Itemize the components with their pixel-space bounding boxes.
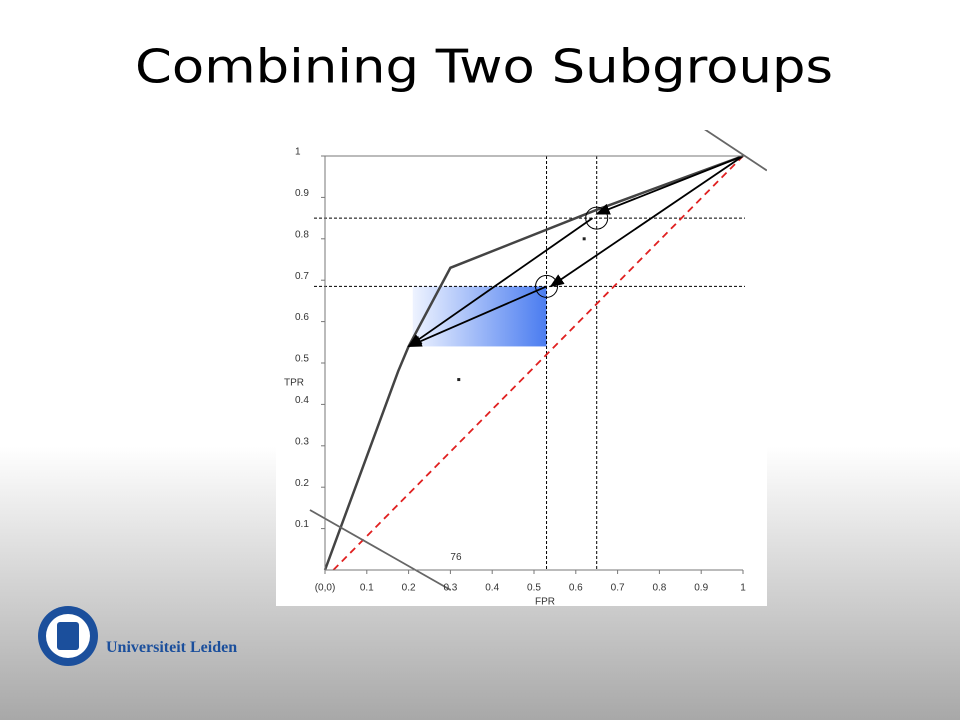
x-tick-label: 0.1 [360,583,374,594]
curve [704,130,767,172]
x-tick-label: 0.3 [443,583,457,594]
y-tick-label: 0.5 [295,354,309,365]
y-tick-label: 0.2 [295,478,309,489]
y-tick-label: 0.3 [295,436,309,447]
point [457,378,461,382]
slide-title: Combining Two Subgroups [135,40,833,94]
x-tick-label: 0.2 [402,583,416,594]
x-tick-label: 0.8 [652,583,666,594]
x-tick-label: 0.7 [611,583,625,594]
chart-background [276,130,767,606]
y-tick-label: 0.9 [295,188,309,199]
curve [323,154,744,571]
arrow [595,155,744,215]
arrow [549,155,744,288]
x-tick-label: 0.5 [527,583,541,594]
x-tick-label: 0.6 [569,583,583,594]
x-tick-label: 1 [740,583,746,594]
logo-text: Universiteit Leiden [106,639,237,656]
x-tick-label: 0.4 [485,583,499,594]
x-tick-label: (0,0) [315,583,336,594]
point [582,237,586,241]
y-tick-label: 0.8 [295,229,309,240]
arrow [407,217,594,348]
y-tick-label: 0.7 [295,271,309,282]
y-tick-label: 0.4 [295,395,309,406]
plot: 76 [309,130,767,591]
x-axis-label: FPR [535,597,555,608]
arrow [407,285,547,348]
y-tick-label: 0.6 [295,312,309,323]
curve [332,155,744,571]
y-tick-label: 1 [295,147,301,158]
logo: Universiteit Leiden [38,606,237,666]
y-tick-label: 0.1 [295,519,309,530]
x-tick-label: 0.9 [694,583,708,594]
annotation: 76 [450,552,462,563]
y-axis-label: TPR [284,378,304,389]
curve [309,509,451,591]
